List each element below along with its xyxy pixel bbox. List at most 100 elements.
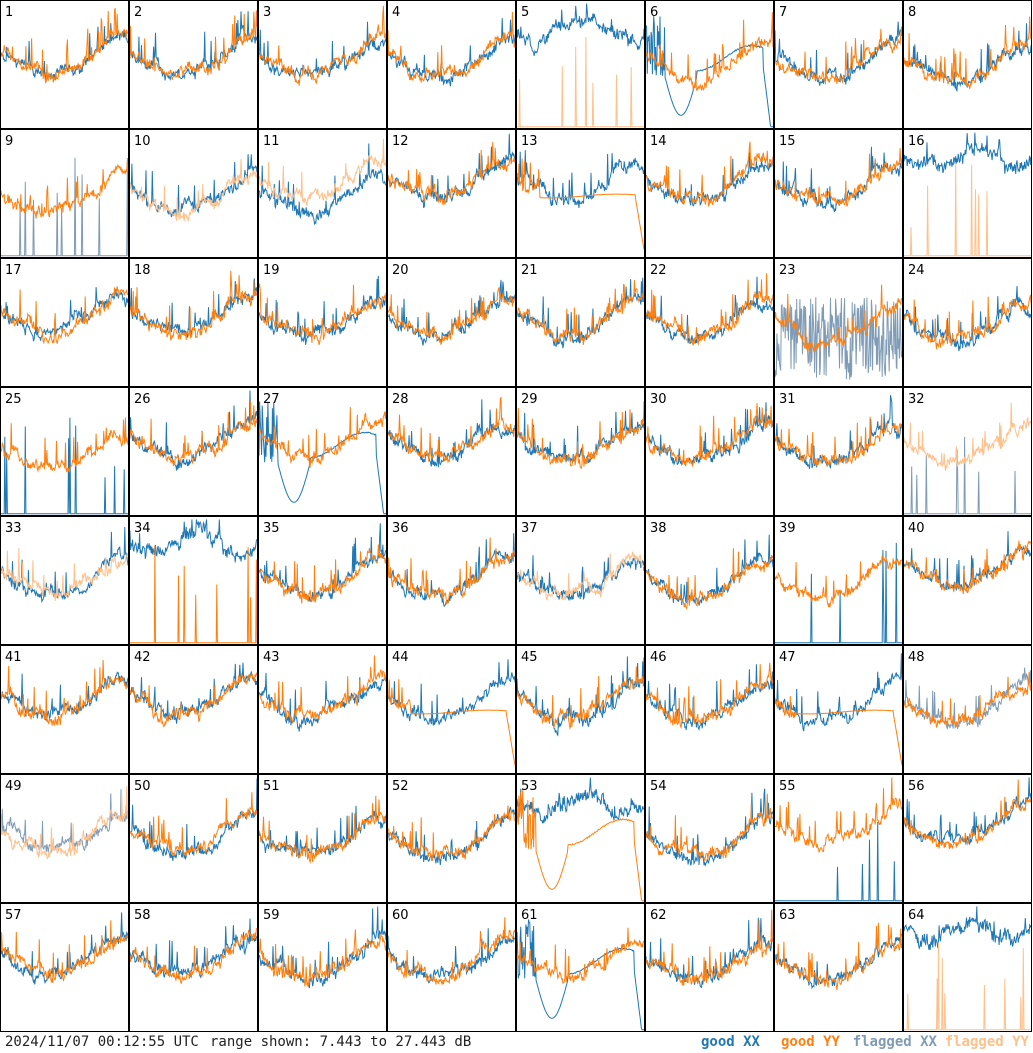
tile-11: 11: [258, 129, 387, 258]
tile-24: 24: [903, 258, 1032, 387]
tile-1-frame: [0, 0, 129, 129]
tile-64-label: 64: [908, 908, 925, 923]
tile-48-yy-line: [903, 672, 1032, 728]
tile-18-yy-line: [129, 270, 258, 341]
tile-63: 63: [774, 903, 903, 1032]
tile-59-xx-line: [258, 906, 387, 989]
tile-31-label: 31: [779, 392, 796, 407]
tile-53: 53: [516, 774, 645, 903]
tile-59-frame: [258, 903, 387, 1032]
tile-19-frame: [258, 258, 387, 387]
tile-15-yy-line: [774, 148, 903, 207]
tile-33-frame: [0, 516, 129, 645]
tile-5: 5: [516, 0, 645, 129]
tile-61: 61: [516, 903, 645, 1032]
tile-56-xx-line: [903, 777, 1032, 846]
tile-60-xx-line: [387, 928, 516, 984]
tile-49-yy-line: [0, 786, 129, 860]
tile-55-label: 55: [779, 779, 796, 794]
tile-46-xx-line: [645, 664, 774, 731]
tile-53-frame: [516, 774, 645, 903]
tile-35-yy-line: [258, 544, 387, 604]
tile-44-label: 44: [392, 650, 409, 665]
tile-12-frame: [387, 129, 516, 258]
tile-10: 10: [129, 129, 258, 258]
tile-51-yy-line: [258, 795, 387, 865]
tile-55: 55: [774, 774, 903, 903]
tile-6-label: 6: [650, 5, 658, 20]
tile-54-yy-line: [645, 793, 774, 861]
tile-26-frame: [129, 387, 258, 516]
tile-27-yy-line: [258, 407, 387, 468]
tile-4-xx-line: [387, 18, 516, 87]
tile-12: 12: [387, 129, 516, 258]
tile-33-yy-line: [0, 548, 129, 601]
tile-25: 25: [0, 387, 129, 516]
tile-39-frame: [774, 516, 903, 645]
tile-5-xx-line: [516, 3, 645, 56]
tile-34: 34: [129, 516, 258, 645]
tile-24-frame: [903, 258, 1032, 387]
tile-43-label: 43: [263, 650, 280, 665]
tile-30: 30: [645, 387, 774, 516]
tile-30-label: 30: [650, 392, 667, 407]
tile-46: 46: [645, 645, 774, 774]
tile-31-yy-line: [774, 414, 903, 467]
tile-19-yy-line: [258, 283, 387, 345]
tile-12-yy-line: [387, 142, 516, 206]
tile-27-xx-line: [258, 401, 386, 515]
tile-5-yy-line: [517, 36, 644, 128]
tile-22-label: 22: [650, 263, 667, 278]
tile-18: 18: [129, 258, 258, 387]
tile-48-frame: [903, 645, 1032, 774]
tile-54-xx-line: [645, 788, 774, 867]
tile-56: 56: [903, 774, 1032, 903]
tile-37-xx-line: [516, 555, 645, 602]
tile-13-yy-line: [516, 158, 645, 250]
tile-11-label: 11: [263, 134, 280, 149]
tile-22-frame: [645, 258, 774, 387]
tile-32-xx-line: [904, 436, 1031, 515]
tile-40-frame: [903, 516, 1032, 645]
tile-63-frame: [774, 903, 903, 1032]
tile-17-label: 17: [5, 263, 22, 278]
tile-57-label: 57: [5, 908, 22, 923]
tile-9: 9: [0, 129, 129, 258]
tile-49-label: 49: [5, 779, 22, 794]
tile-27-label: 27: [263, 392, 280, 407]
tile-42: 42: [129, 645, 258, 774]
tile-40: 40: [903, 516, 1032, 645]
tile-32: 32: [903, 387, 1032, 516]
tile-53-xx-line: [516, 777, 645, 825]
tile-23-yy-line: [774, 284, 903, 352]
tile-44-xx-line: [387, 659, 516, 726]
tile-49-frame: [0, 774, 129, 903]
tile-9-label: 9: [5, 134, 13, 149]
tile-20-yy-line: [387, 287, 516, 345]
tile-2-xx-line: [129, 11, 258, 81]
tile-45-label: 45: [521, 650, 538, 665]
tile-45: 45: [516, 645, 645, 774]
tile-15-label: 15: [779, 134, 796, 149]
tile-22-yy-line: [645, 273, 774, 346]
tile-23-xx-line: [774, 297, 903, 380]
tile-12-label: 12: [392, 134, 409, 149]
tile-61-yy-line: [516, 927, 645, 984]
tile-28-label: 28: [392, 392, 409, 407]
range-text: range shown: 7.443 to 27.443 dB: [210, 1034, 472, 1050]
tile-29-label: 29: [521, 392, 538, 407]
tile-1-yy-line: [0, 7, 129, 85]
tile-17-frame: [0, 258, 129, 387]
tile-34-yy-line: [130, 545, 258, 644]
tile-15: 15: [774, 129, 903, 258]
tile-45-frame: [516, 645, 645, 774]
tile-52-yy-line: [387, 805, 515, 861]
tile-39-label: 39: [779, 521, 796, 536]
tile-60-label: 60: [392, 908, 409, 923]
tile-62-label: 62: [650, 908, 667, 923]
tile-58-yy-line: [129, 927, 258, 984]
tile-5-label: 5: [521, 5, 529, 20]
tile-61-xx-line: [516, 919, 644, 1031]
tile-43-frame: [258, 645, 387, 774]
tile-39-xx-line: [775, 542, 902, 644]
